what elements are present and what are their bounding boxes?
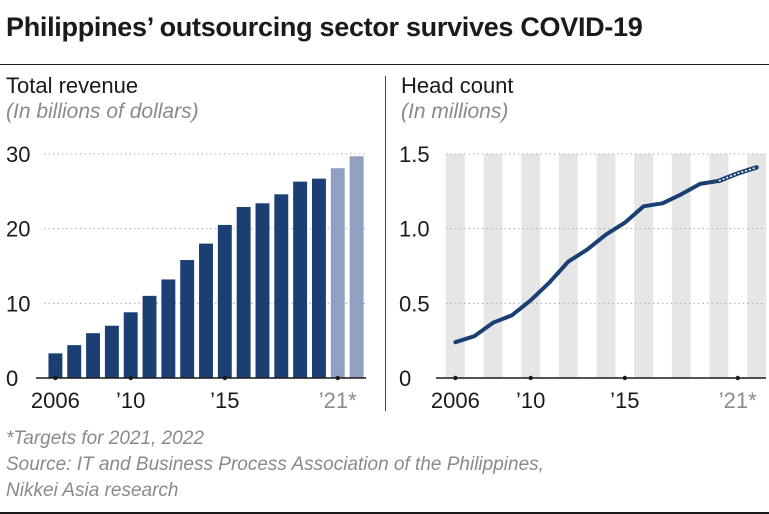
headcount-band bbox=[558, 154, 578, 378]
revenue-bar bbox=[86, 333, 101, 378]
headcount-xtick-label: ’21* bbox=[719, 388, 757, 413]
headcount-band bbox=[483, 154, 503, 378]
revenue-bar bbox=[104, 325, 119, 378]
revenue-bar bbox=[255, 203, 270, 378]
headcount-band bbox=[747, 154, 766, 378]
headcount-band bbox=[446, 154, 465, 378]
headcount-xtick-dot bbox=[735, 375, 740, 381]
revenue-bar bbox=[199, 243, 213, 378]
headcount-target-dash bbox=[718, 166, 757, 182]
headcount-line bbox=[453, 178, 721, 345]
revenue-xtick-label: ’10 bbox=[116, 388, 145, 413]
headcount-xtick-label: 2006 bbox=[431, 388, 480, 413]
headcount-xtick-dot bbox=[528, 375, 533, 381]
headcount-band bbox=[521, 154, 541, 378]
revenue-bar bbox=[330, 168, 345, 378]
revenue-xtick-label: ’21* bbox=[319, 388, 357, 413]
headcount-ytick-label: 1.0 bbox=[399, 217, 430, 242]
headcount-band bbox=[709, 154, 729, 378]
headcount-ytick-label: 1.5 bbox=[399, 142, 430, 167]
revenue-xtick-dot bbox=[53, 375, 58, 381]
revenue-bar bbox=[349, 156, 364, 378]
headcount-chart: 0 0.5 1.0 1.5 2006 ’10 ’15 ’21* bbox=[399, 142, 766, 413]
revenue-ytick-label: 20 bbox=[6, 217, 30, 242]
revenue-chart: 0 10 20 30 2006 ’10 ’15 ’21* bbox=[6, 142, 366, 413]
panel-divider bbox=[385, 76, 386, 411]
revenue-ytick-label: 0 bbox=[6, 366, 18, 391]
revenue-xtick-dot bbox=[222, 375, 228, 381]
source-line-2: Nikkei Asia research bbox=[6, 480, 179, 501]
revenue-bar bbox=[217, 224, 232, 378]
revenue-panel-title: Total revenue bbox=[6, 73, 139, 98]
revenue-bar bbox=[123, 312, 138, 378]
revenue-bar bbox=[180, 260, 195, 378]
revenue-bar bbox=[236, 207, 251, 378]
bottom-rule bbox=[0, 512, 769, 514]
revenue-xtick-label: 2006 bbox=[31, 388, 80, 413]
source-line-1: Source: IT and Business Process Associat… bbox=[6, 454, 544, 475]
headcount-ytick-label: 0 bbox=[399, 366, 411, 391]
title-rule bbox=[0, 64, 769, 65]
headcount-ytick-label: 0.5 bbox=[399, 291, 430, 316]
headcount-band bbox=[596, 154, 616, 378]
headcount-band bbox=[634, 154, 654, 378]
revenue-ytick-label: 10 bbox=[6, 291, 30, 316]
headcount-panel-unit: (In millions) bbox=[401, 100, 509, 123]
revenue-bar bbox=[274, 194, 289, 378]
revenue-bar bbox=[48, 353, 63, 378]
revenue-panel-unit: (In billions of dollars) bbox=[6, 100, 199, 123]
headcount-xtick-label: ’10 bbox=[516, 388, 545, 413]
headcount-band bbox=[671, 154, 691, 378]
revenue-bar bbox=[161, 279, 176, 378]
targets-note: *Targets for 2021, 2022 bbox=[6, 428, 204, 449]
chart-title: Philippines’ outsourcing sector survives… bbox=[6, 12, 643, 42]
headcount-xtick-dot bbox=[453, 375, 458, 381]
revenue-bar bbox=[293, 181, 308, 378]
revenue-xtick-dot bbox=[335, 375, 340, 381]
revenue-ytick-label: 30 bbox=[6, 142, 30, 167]
revenue-bar bbox=[311, 178, 326, 378]
revenue-xtick-dot bbox=[128, 375, 133, 381]
headcount-panel-title: Head count bbox=[401, 73, 514, 98]
headcount-xtick-label: ’15 bbox=[610, 388, 639, 413]
headcount-xtick-dot bbox=[622, 375, 628, 381]
revenue-xtick-label: ’15 bbox=[210, 388, 239, 413]
revenue-bar bbox=[67, 345, 82, 378]
revenue-bar bbox=[142, 295, 157, 378]
